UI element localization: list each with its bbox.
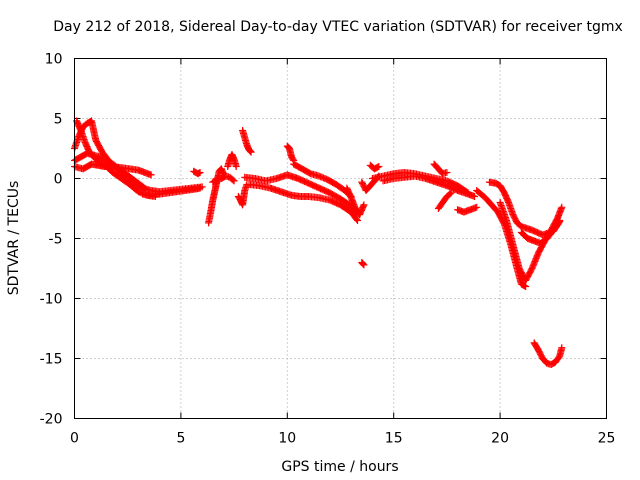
data-point	[359, 202, 367, 210]
y-tick-label: -15	[40, 352, 63, 368]
y-tick-label: -20	[40, 412, 63, 428]
data-point	[555, 218, 563, 226]
data-point	[360, 201, 368, 209]
series-track-p	[343, 184, 368, 218]
series-track-s	[366, 161, 383, 173]
data-point	[141, 184, 149, 192]
y-tick-label: 10	[45, 52, 63, 68]
series-track-j	[239, 127, 255, 156]
x-tick-label: 25	[598, 431, 616, 447]
series-track-u	[379, 172, 479, 200]
data-point	[232, 163, 240, 170]
x-tick-label: 20	[491, 431, 509, 447]
data-point	[196, 184, 204, 192]
data-point	[360, 261, 368, 269]
series-track-f	[190, 167, 204, 178]
plot-frame	[74, 58, 607, 419]
series-track-v	[430, 160, 451, 178]
series-track-n	[283, 142, 298, 164]
grid-lines	[74, 58, 607, 419]
data-point	[558, 203, 566, 211]
chart-title: Day 212 of 2018, Sidereal Day-to-day VTE…	[53, 19, 623, 35]
x-tick-label: 0	[70, 431, 79, 447]
y-axis-label: SDTVAR / TECUs	[6, 181, 22, 296]
data-point	[446, 190, 454, 198]
data-point	[558, 344, 566, 352]
axis-ticks: 0 5 10 15 20 25 10 5 0 -5 -10 -15 -20	[40, 52, 616, 447]
data-point	[246, 147, 254, 154]
data-point	[247, 148, 255, 156]
data-point	[375, 163, 383, 170]
data-point	[230, 177, 238, 185]
data-point	[354, 217, 362, 224]
x-tick-label: 15	[385, 431, 403, 447]
series-track-w	[434, 189, 455, 212]
y-tick-label: 5	[54, 112, 63, 128]
data-point	[556, 217, 564, 224]
data-point	[289, 155, 297, 163]
x-tick-label: 5	[176, 431, 185, 447]
series-track-zc	[530, 339, 566, 368]
series-track-k	[234, 181, 251, 209]
data-point	[447, 189, 455, 197]
data-point	[522, 283, 530, 290]
series-track-q	[358, 259, 368, 269]
y-tick-label: -10	[40, 292, 63, 308]
data-points	[71, 117, 566, 368]
x-tick-label: 10	[278, 431, 296, 447]
series-track-za	[496, 199, 566, 284]
data-point	[443, 169, 451, 176]
data-point	[196, 169, 204, 176]
series-track-zb	[517, 217, 564, 247]
data-point	[147, 171, 155, 179]
x-axis-label: GPS time / hours	[281, 459, 398, 475]
data-point	[246, 147, 254, 155]
data-point	[229, 176, 237, 184]
series-track-e	[139, 184, 204, 199]
series-track-x	[454, 203, 481, 216]
series-track-i	[224, 151, 240, 170]
data-point	[353, 215, 361, 223]
series-track-h	[209, 172, 238, 186]
data-point	[471, 193, 479, 200]
y-tick-label: -5	[49, 232, 63, 248]
data-point	[359, 260, 367, 268]
y-tick-label: 0	[54, 172, 63, 188]
data-point	[473, 203, 481, 211]
data-point	[358, 259, 366, 267]
series-track-m	[245, 181, 362, 224]
data-point	[139, 183, 147, 191]
